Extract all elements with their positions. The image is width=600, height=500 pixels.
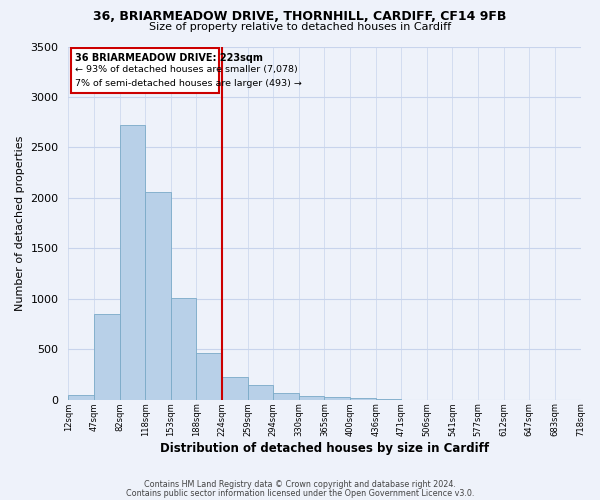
Bar bbox=[171, 298, 196, 400]
Bar bbox=[350, 398, 376, 400]
Bar bbox=[68, 394, 94, 400]
Text: 36, BRIARMEADOW DRIVE, THORNHILL, CARDIFF, CF14 9FB: 36, BRIARMEADOW DRIVE, THORNHILL, CARDIF… bbox=[94, 10, 506, 23]
Bar bbox=[145, 192, 171, 400]
Bar bbox=[222, 378, 248, 400]
Text: 36 BRIARMEADOW DRIVE: 223sqm: 36 BRIARMEADOW DRIVE: 223sqm bbox=[75, 52, 263, 62]
Text: Contains public sector information licensed under the Open Government Licence v3: Contains public sector information licen… bbox=[126, 489, 474, 498]
Bar bbox=[119, 125, 145, 400]
Y-axis label: Number of detached properties: Number of detached properties bbox=[15, 136, 25, 311]
Bar bbox=[196, 354, 222, 400]
X-axis label: Distribution of detached houses by size in Cardiff: Distribution of detached houses by size … bbox=[160, 442, 489, 455]
Bar bbox=[248, 385, 273, 400]
Bar bbox=[273, 392, 299, 400]
Bar bbox=[376, 399, 401, 400]
Text: Size of property relative to detached houses in Cardiff: Size of property relative to detached ho… bbox=[149, 22, 451, 32]
FancyBboxPatch shape bbox=[71, 48, 220, 93]
Bar bbox=[94, 314, 119, 400]
Text: 7% of semi-detached houses are larger (493) →: 7% of semi-detached houses are larger (4… bbox=[75, 79, 302, 88]
Text: ← 93% of detached houses are smaller (7,078): ← 93% of detached houses are smaller (7,… bbox=[75, 65, 298, 74]
Text: Contains HM Land Registry data © Crown copyright and database right 2024.: Contains HM Land Registry data © Crown c… bbox=[144, 480, 456, 489]
Bar bbox=[299, 396, 325, 400]
Bar bbox=[325, 397, 350, 400]
